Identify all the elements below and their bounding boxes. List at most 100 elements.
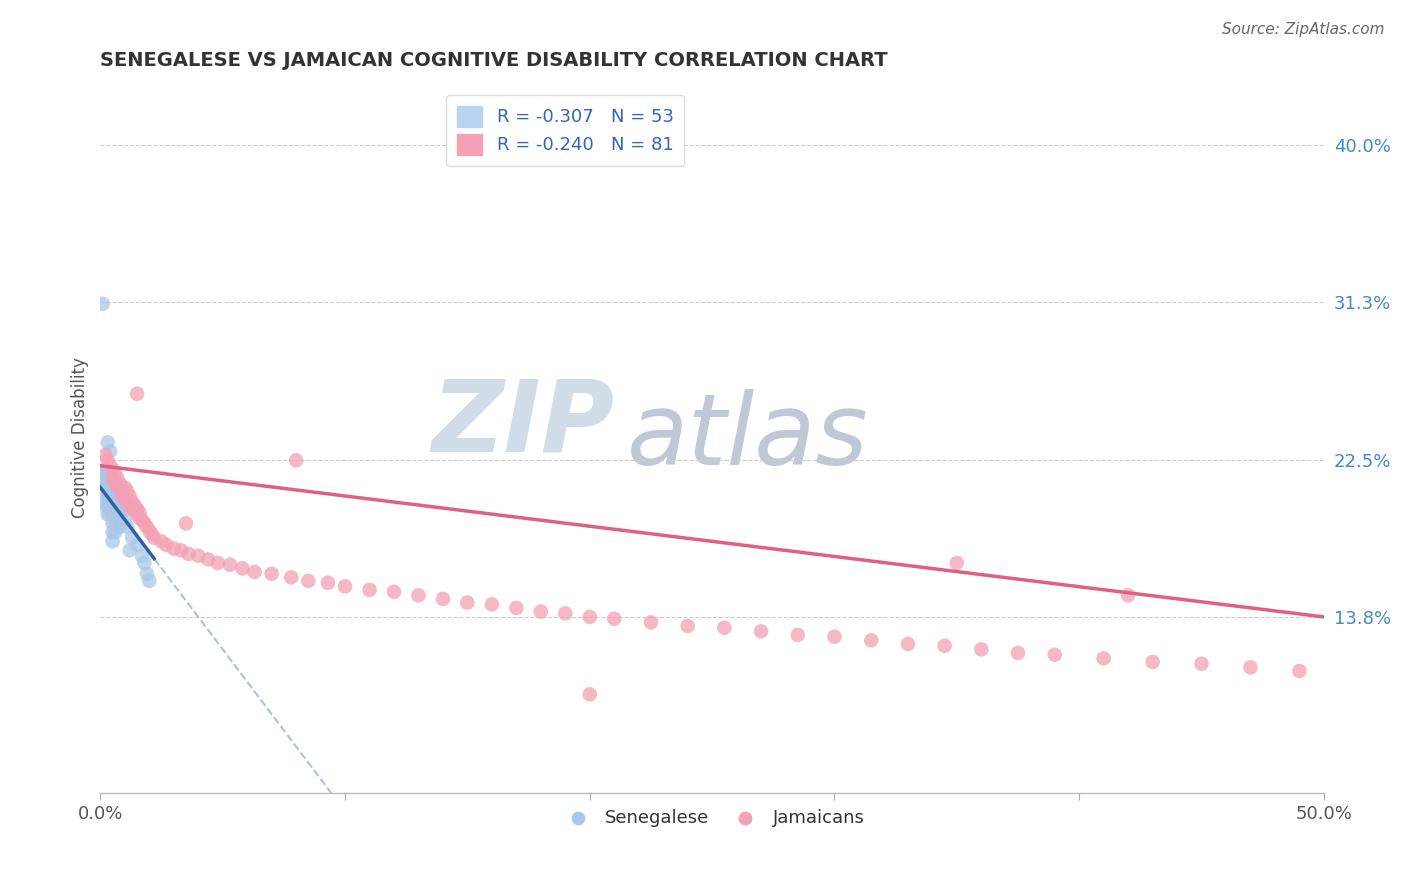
Point (946, 556, 969, 570)
Point (104, 499, 127, 513)
Point (170, 543, 193, 558)
Point (101, 499, 124, 513)
Point (131, 549, 153, 563)
Point (219, 558, 242, 572)
Text: ZIP: ZIP (432, 376, 614, 472)
Point (111, 489, 134, 503)
Point (749, 624, 772, 639)
Point (124, 499, 146, 513)
Point (118, 489, 141, 503)
Point (135, 520, 157, 534)
Point (104, 489, 127, 503)
Point (125, 508, 148, 522)
Point (530, 605, 553, 619)
Point (101, 471, 124, 485)
Point (578, 687, 600, 701)
Point (91, 476, 114, 491)
Point (101, 476, 124, 491)
Point (603, 612, 626, 626)
Point (114, 513, 136, 527)
Point (97, 466, 120, 480)
Point (578, 610, 600, 624)
Point (91, 297, 114, 311)
Point (1116, 588, 1139, 602)
Point (135, 566, 157, 581)
Text: SENEGALESE VS JAMAICAN COGNITIVE DISABILITY CORRELATION CHART: SENEGALESE VS JAMAICAN COGNITIVE DISABIL… (100, 51, 889, 70)
Point (333, 579, 356, 593)
Point (98, 489, 121, 503)
Point (174, 516, 197, 531)
Point (359, 582, 381, 597)
Point (91, 466, 114, 480)
Point (118, 499, 141, 513)
Point (108, 489, 131, 503)
Point (125, 502, 148, 516)
Point (108, 520, 131, 534)
Point (117, 483, 139, 498)
Point (121, 494, 143, 508)
Point (676, 619, 699, 633)
Point (177, 547, 200, 561)
Point (138, 524, 160, 538)
Point (824, 630, 846, 644)
Point (897, 637, 920, 651)
Point (108, 476, 131, 491)
Point (114, 489, 136, 503)
Point (117, 494, 139, 508)
Point (98, 458, 121, 473)
Point (554, 607, 576, 621)
Y-axis label: Cognitive Disability: Cognitive Disability (72, 358, 89, 518)
Point (143, 531, 166, 545)
Point (128, 506, 150, 520)
Point (111, 483, 134, 498)
Point (101, 489, 124, 503)
Point (1007, 646, 1029, 660)
Point (94, 480, 117, 494)
Point (98, 476, 121, 491)
Point (505, 601, 527, 615)
Point (163, 541, 186, 556)
Point (97, 480, 120, 494)
Point (107, 499, 129, 513)
Point (104, 516, 127, 531)
Point (280, 570, 302, 584)
Point (108, 499, 131, 513)
Point (138, 574, 160, 588)
Point (408, 588, 430, 602)
Point (107, 471, 129, 485)
Point (107, 489, 129, 503)
Point (128, 511, 150, 525)
Point (121, 502, 143, 516)
Point (121, 531, 143, 545)
Point (107, 480, 129, 494)
Point (786, 628, 808, 642)
Point (94, 448, 117, 462)
Point (94, 499, 117, 513)
Point (125, 386, 148, 401)
Point (382, 584, 405, 599)
Point (934, 639, 956, 653)
Point (207, 556, 229, 570)
Point (114, 502, 136, 516)
Point (114, 480, 136, 494)
Point (231, 561, 253, 575)
Point (101, 462, 124, 476)
Point (104, 480, 127, 494)
Point (456, 596, 478, 610)
Point (141, 527, 163, 541)
Point (1191, 657, 1213, 671)
Point (101, 516, 124, 531)
Text: atlas: atlas (627, 389, 868, 486)
Point (260, 566, 283, 581)
Point (97, 453, 120, 467)
Point (97, 489, 120, 503)
Point (101, 483, 124, 498)
Point (101, 508, 124, 522)
Point (155, 538, 177, 552)
Point (285, 453, 308, 467)
Point (104, 508, 127, 522)
Point (860, 633, 883, 648)
Point (101, 534, 124, 549)
Point (134, 516, 156, 531)
Point (107, 508, 129, 522)
